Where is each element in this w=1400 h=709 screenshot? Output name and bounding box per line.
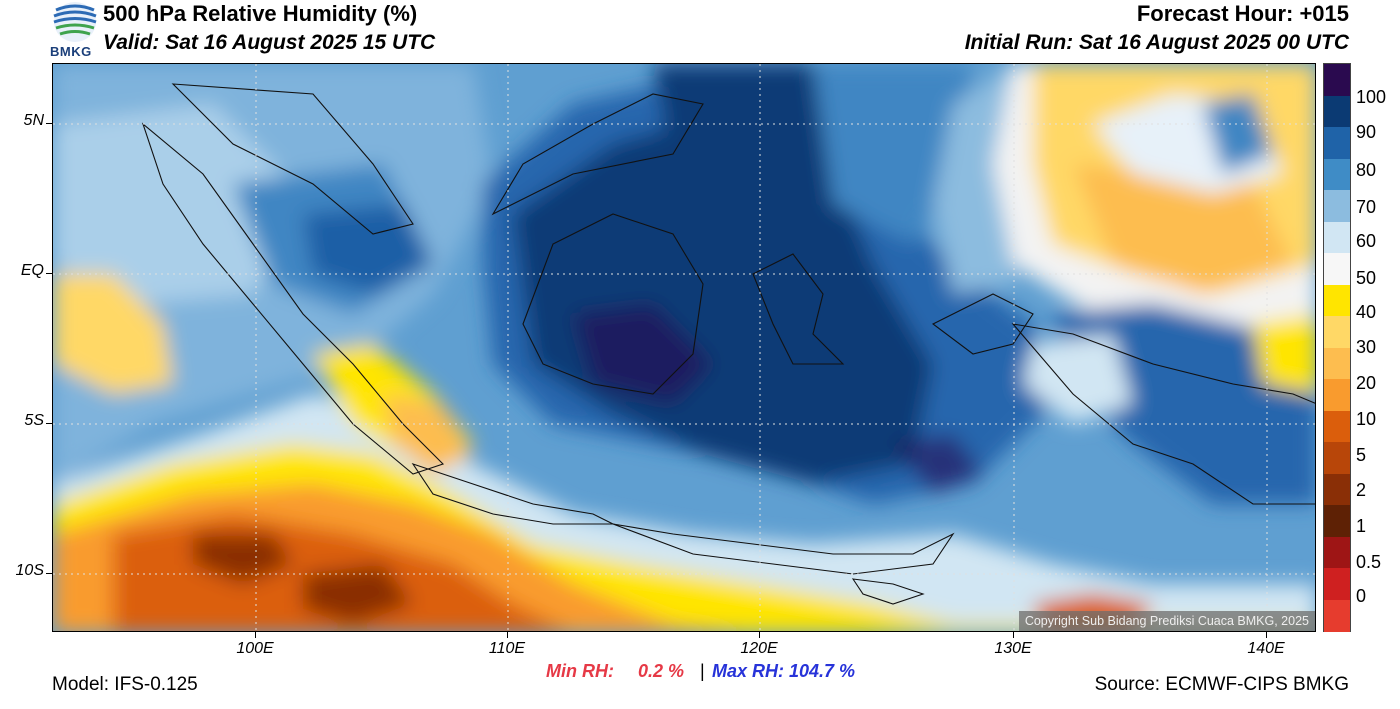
latitude-label: 5N bbox=[23, 112, 44, 129]
latitude-label: 10S bbox=[15, 562, 44, 579]
min-rh-label: Min RH: bbox=[546, 661, 614, 681]
colorbar-swatch bbox=[1324, 190, 1350, 223]
colorbar-label: 50 bbox=[1356, 268, 1377, 288]
colorbar-swatch bbox=[1324, 505, 1350, 538]
humidity-field bbox=[53, 64, 1315, 631]
colorbar-swatch bbox=[1324, 95, 1350, 128]
initial-run: Initial Run: Sat 16 August 2025 00 UTC bbox=[964, 31, 1349, 54]
colorbar-label: 80 bbox=[1356, 160, 1377, 180]
colorbar-label: 70 bbox=[1356, 197, 1377, 217]
model-info: Model: IFS-0.125 bbox=[52, 674, 198, 695]
colorbar-swatch bbox=[1324, 64, 1350, 97]
colorbar-swatch bbox=[1324, 221, 1350, 254]
colorbar-label: 30 bbox=[1356, 337, 1377, 357]
colorbar-swatch bbox=[1324, 568, 1350, 601]
copyright-notice: Copyright Sub Bidang Prediksi Cuaca BMKG… bbox=[1018, 611, 1315, 631]
humidity-map: Copyright Sub Bidang Prediksi Cuaca BMKG… bbox=[52, 63, 1316, 632]
colorbar-swatch bbox=[1324, 599, 1350, 632]
latitude-tick bbox=[46, 573, 52, 574]
colorbar-swatch bbox=[1324, 347, 1350, 380]
colorbar-swatch bbox=[1324, 253, 1350, 286]
colorbar-label: 20 bbox=[1356, 373, 1377, 393]
forecast-hour: Forecast Hour: +015 bbox=[1136, 1, 1349, 26]
max-rh-value: Max RH: 104.7 % bbox=[712, 661, 856, 681]
valid-time: Valid: Sat 16 August 2025 15 UTC bbox=[103, 31, 436, 54]
colorbar-label: 0.5 bbox=[1356, 552, 1382, 572]
latitude-tick bbox=[46, 273, 52, 274]
logo-text: BMKG bbox=[50, 44, 92, 59]
colorbar-label: 5 bbox=[1356, 445, 1367, 465]
colorbar-swatch bbox=[1324, 473, 1350, 506]
colorbar-label: 100 bbox=[1356, 87, 1387, 107]
colorbar-swatch bbox=[1324, 127, 1350, 160]
source-info: Source: ECMWF-CIPS BMKG bbox=[1094, 674, 1349, 695]
graticule bbox=[53, 64, 1315, 631]
colorbar bbox=[1323, 63, 1351, 632]
latitude-tick bbox=[46, 423, 52, 424]
colorbar-label: 10 bbox=[1356, 409, 1377, 429]
longitude-tick bbox=[507, 632, 508, 638]
min-rh-value: 0.2 % bbox=[638, 661, 685, 681]
colorbar-swatch bbox=[1324, 316, 1350, 349]
latitude-label: EQ bbox=[20, 262, 44, 279]
longitude-tick bbox=[759, 632, 760, 638]
bmkg-logo: BMKG bbox=[50, 0, 100, 60]
colorbar-label: 90 bbox=[1356, 122, 1377, 142]
longitude-tick bbox=[255, 632, 256, 638]
latitude-tick bbox=[46, 123, 52, 124]
stats-separator: | bbox=[700, 661, 705, 681]
longitude-label: 110E bbox=[488, 640, 526, 657]
longitude-label: 120E bbox=[740, 640, 778, 657]
longitude-tick bbox=[1013, 632, 1014, 638]
longitude-tick bbox=[1266, 632, 1267, 638]
bmkg-logo-icon bbox=[53, 2, 97, 42]
longitude-label: 100E bbox=[236, 640, 274, 657]
colorbar-swatch bbox=[1324, 410, 1350, 443]
colorbar-swatch bbox=[1324, 536, 1350, 569]
chart-title: 500 hPa Relative Humidity (%) bbox=[103, 1, 418, 26]
colorbar-label: 2 bbox=[1356, 480, 1367, 500]
longitude-label: 130E bbox=[994, 640, 1032, 657]
colorbar-label: 0 bbox=[1356, 586, 1367, 606]
colorbar-label: 1 bbox=[1356, 516, 1367, 536]
colorbar-swatch bbox=[1324, 284, 1350, 317]
latitude-label: 5S bbox=[24, 412, 44, 429]
colorbar-label: 60 bbox=[1356, 231, 1377, 251]
coastlines bbox=[141, 83, 1315, 605]
colorbar-swatch bbox=[1324, 379, 1350, 412]
colorbar-label: 40 bbox=[1356, 302, 1377, 322]
colorbar-swatch bbox=[1324, 158, 1350, 191]
longitude-label: 140E bbox=[1247, 640, 1285, 657]
colorbar-swatch bbox=[1324, 442, 1350, 475]
